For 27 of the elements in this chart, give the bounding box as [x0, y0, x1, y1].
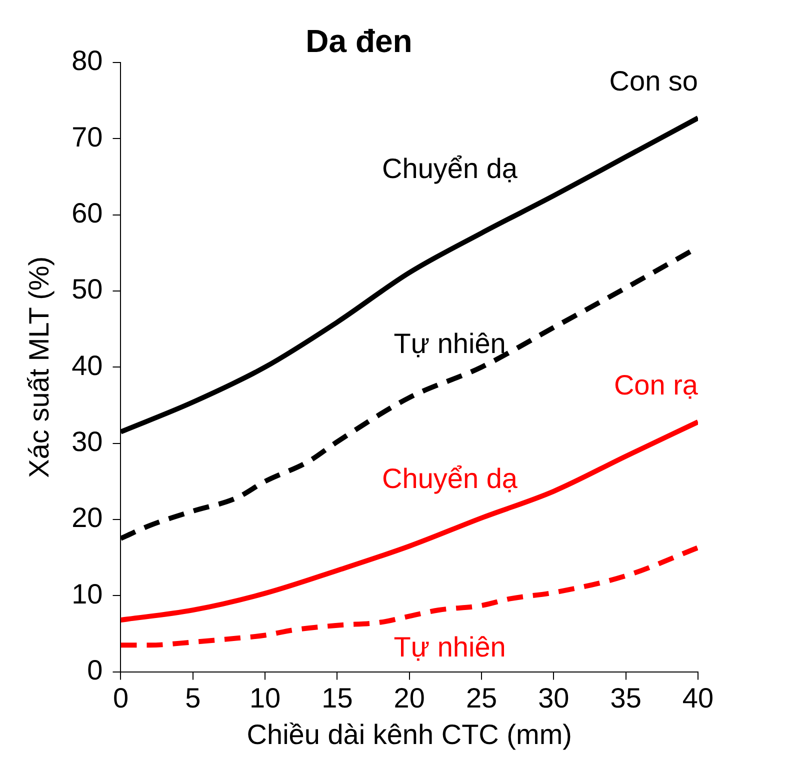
x-tick-label: 40 — [682, 682, 714, 714]
x-tick-label: 15 — [322, 682, 353, 714]
y-axis-title: Xác suất MLT (%) — [24, 256, 55, 478]
y-tick-label: 50 — [72, 274, 103, 305]
y-tick-label: 10 — [72, 578, 103, 610]
annotation: Con so — [609, 66, 698, 97]
y-tick-label: 20 — [72, 502, 103, 534]
y-tick-label: 80 — [72, 45, 103, 76]
series-label: Tự nhiên — [394, 632, 506, 663]
x-tick-label: 0 — [112, 682, 129, 714]
chart-title: Da đen — [306, 23, 412, 60]
series-label: Chuyển dạ — [382, 153, 518, 184]
series-label: Chuyển dạ — [382, 463, 518, 494]
y-tick-label: 70 — [72, 121, 103, 152]
series-label: Tự nhiên — [394, 328, 506, 360]
x-tick-label: 30 — [538, 682, 570, 714]
x-tick-label: 25 — [466, 682, 498, 714]
x-axis-title: Chiều dài kênh CTC (mm) — [246, 718, 572, 750]
x-tick-label: 35 — [610, 682, 642, 714]
y-tick-label: 0 — [87, 654, 103, 686]
x-tick-label: 20 — [394, 682, 425, 714]
x-tick-label: 10 — [249, 682, 281, 714]
y-tick-label: 60 — [72, 197, 103, 228]
annotation: Con rạ — [614, 370, 698, 401]
y-tick-label: 30 — [72, 426, 103, 457]
x-tick-label: 5 — [185, 682, 201, 714]
y-tick-label: 40 — [72, 350, 103, 381]
